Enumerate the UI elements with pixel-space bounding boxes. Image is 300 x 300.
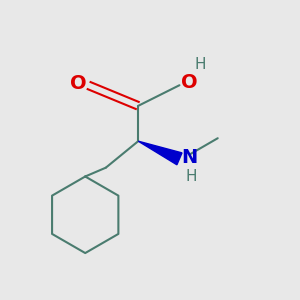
- Text: O: O: [181, 73, 197, 92]
- Text: H: H: [185, 169, 197, 184]
- Text: O: O: [70, 74, 86, 93]
- Polygon shape: [138, 141, 182, 165]
- Text: H: H: [194, 57, 206, 72]
- Text: N: N: [181, 148, 197, 167]
